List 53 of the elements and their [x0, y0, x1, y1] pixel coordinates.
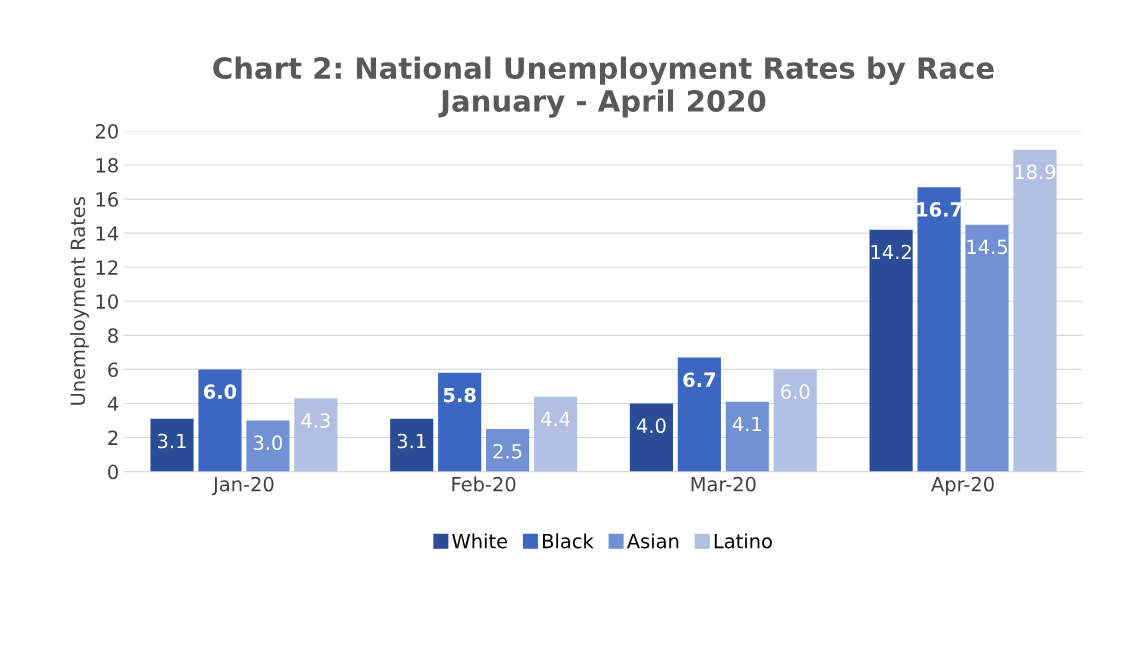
y-tick-label: 6 — [108, 362, 118, 378]
x-tick-label: Apr-20 — [931, 476, 994, 496]
chart-title: Chart 2: National Unemployment Rates by Race January - April 2020 — [213, 56, 994, 118]
bar — [725, 401, 769, 472]
bar — [677, 357, 721, 472]
data-label: 14.2 — [871, 244, 911, 260]
data-label: 4.0 — [636, 418, 666, 434]
y-tick-label: 10 — [96, 294, 118, 309]
data-label: 5.8 — [443, 387, 476, 403]
data-label: 4.4 — [541, 411, 570, 426]
data-label: 2.5 — [493, 443, 522, 459]
data-label: 14.5 — [967, 239, 1007, 255]
bar — [917, 187, 961, 472]
bar — [533, 396, 578, 472]
bar — [294, 398, 338, 472]
y-tick-label: 14 — [96, 226, 119, 241]
y-tick-label: 2 — [108, 430, 118, 445]
legend-label: Latino — [714, 533, 772, 549]
bar — [246, 420, 290, 472]
y-tick-label: 0 — [108, 464, 118, 480]
bar — [198, 369, 242, 472]
data-label: 16.7 — [917, 202, 962, 217]
bar — [629, 403, 673, 472]
x-tick-label: Jan-20 — [212, 476, 274, 496]
data-label: 3.0 — [253, 435, 283, 451]
data-label: 3.1 — [158, 433, 186, 449]
y-tick-label: 12 — [96, 260, 118, 275]
y-tick-label: 4 — [107, 396, 119, 411]
data-label: 6.7 — [683, 372, 716, 388]
legend-label: White — [452, 533, 508, 549]
y-tick-label: 8 — [108, 328, 118, 344]
data-label: 18.9 — [1015, 164, 1056, 180]
y-tick-label: 20 — [95, 123, 118, 139]
y-tick-label: 16 — [96, 192, 118, 207]
data-label: 6.0 — [203, 384, 237, 399]
bar — [1013, 149, 1057, 472]
bar — [773, 369, 817, 472]
y-axis-title: Unemployment Rates — [70, 197, 89, 405]
x-tick-label: Mar-20 — [691, 476, 756, 492]
bar — [965, 224, 1009, 472]
bar — [438, 372, 482, 472]
bar — [390, 418, 434, 472]
data-label: 3.1 — [397, 433, 426, 449]
legend-label: Asian — [626, 533, 679, 549]
y-tick-label: 18 — [96, 158, 118, 173]
data-label: 6.0 — [781, 384, 810, 399]
legend-label: Black — [543, 533, 594, 549]
bar — [486, 429, 530, 472]
x-tick-label: Feb-20 — [452, 476, 516, 492]
bar — [150, 418, 194, 472]
data-label: 4.3 — [301, 413, 330, 428]
data-label: 4.1 — [732, 416, 761, 432]
bar — [869, 229, 913, 472]
